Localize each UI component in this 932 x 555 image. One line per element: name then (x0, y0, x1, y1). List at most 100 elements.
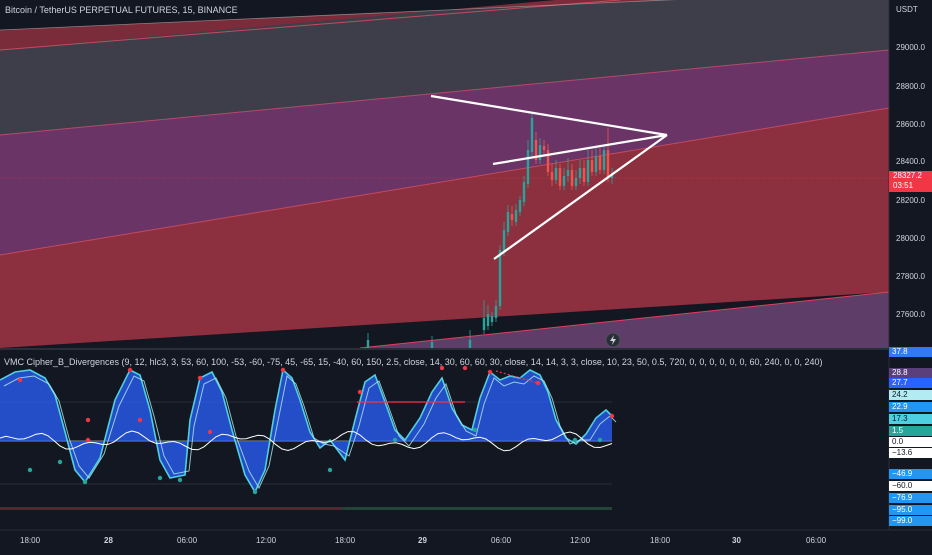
sell-dot (535, 380, 541, 386)
indicator-value-tag: −46.9 (889, 469, 932, 479)
candle-body (550, 172, 554, 180)
price-tick: 28800.0 (896, 82, 925, 91)
time-tick: 18:00 (335, 536, 356, 545)
indicator-value-tag: −60.0 (889, 481, 932, 491)
candle-body (526, 150, 530, 184)
indicator-value-tag: −13.6 (889, 448, 932, 458)
buy-dot (82, 479, 88, 485)
indicator-value-tag: −99.0 (889, 516, 932, 526)
price-tick: 29000.0 (896, 43, 925, 52)
channel-purple-band (0, 50, 889, 255)
candle-body (430, 342, 434, 348)
price-tick: 28200.0 (896, 196, 925, 205)
sell-dot (85, 437, 91, 443)
divergence-line (495, 370, 539, 384)
sell-dot (137, 417, 143, 423)
indicator-label[interactable]: VMC Cipher_B_Divergences (9, 12, hlc3, 3… (4, 357, 823, 367)
candle-body (554, 168, 558, 180)
time-axis[interactable] (0, 529, 932, 550)
currency-label: USDT (896, 5, 918, 14)
candle-body (598, 156, 602, 170)
sell-dot (17, 377, 23, 383)
channel-line (359, 291, 890, 349)
buy-dot (597, 437, 603, 443)
buy-dot (177, 477, 183, 483)
sell-dot (85, 417, 91, 423)
indicator-value-tag: 1.5 (889, 426, 932, 436)
current-price-tag: 28327.2 03:51 (889, 171, 932, 192)
wave-line-fast (0, 368, 613, 494)
candle-body (594, 156, 598, 172)
candle-body (558, 168, 562, 186)
candle-body (498, 250, 502, 306)
time-tick: 18:00 (650, 536, 671, 545)
indicator-value-tag: 22.9 (889, 402, 932, 412)
buy-dot (472, 427, 478, 433)
indicator-value-tag: −76.9 (889, 493, 932, 503)
candle-body (606, 150, 610, 178)
wave-trend-lines (0, 368, 617, 494)
bar-countdown: 03:51 (893, 181, 914, 190)
channel-line (0, 107, 890, 256)
signal-dots (17, 365, 615, 495)
sell-dot (197, 375, 203, 381)
time-tick: 29 (418, 536, 427, 545)
indicator-value-tag: 0.0 (889, 437, 932, 447)
money-flow-area (0, 370, 612, 492)
buy-dot (157, 475, 163, 481)
candle-body (468, 340, 472, 348)
sell-dot (462, 365, 468, 371)
candle-body (570, 170, 574, 186)
candle-body (542, 146, 546, 150)
time-tick: 18:00 (20, 536, 41, 545)
candle-body (486, 314, 490, 326)
price-tick: 27800.0 (896, 272, 925, 281)
candle-body (586, 160, 590, 182)
candle-body (582, 168, 586, 182)
candle-body (574, 178, 578, 186)
channel-gray-band (0, 0, 889, 135)
channel-line (0, 49, 890, 136)
candle-body (522, 182, 526, 202)
price-tick: 28000.0 (896, 234, 925, 243)
buy-dot (57, 459, 63, 465)
indicator-value-tag: 37.8 (889, 347, 932, 357)
sell-dot (207, 429, 213, 435)
sell-dot (280, 367, 286, 373)
lightning-icon[interactable] (605, 332, 621, 348)
candle-body (510, 214, 514, 220)
indicator-value-tag: 28.8 (889, 368, 932, 378)
candle-body (578, 168, 582, 178)
buy-dot (572, 437, 578, 443)
rsi-line (0, 430, 613, 452)
price-tick: 27600.0 (896, 310, 925, 319)
price-tick: 28400.0 (896, 157, 925, 166)
candle-body (506, 212, 510, 232)
candle-body (502, 230, 506, 252)
candle-body (530, 118, 534, 152)
sell-dot (487, 369, 493, 375)
candle-body (482, 318, 486, 330)
wave-line-slow (3, 375, 617, 490)
sell-dot (357, 389, 363, 395)
pennant-drawing[interactable] (430, 94, 668, 260)
symbol-title[interactable]: Bitcoin / TetherUS PERPETUAL FUTURES, 15… (5, 5, 238, 15)
time-tick: 06:00 (177, 536, 198, 545)
buy-dot (27, 467, 33, 473)
candle-body (610, 175, 614, 178)
buy-dot (392, 437, 398, 443)
price-pane[interactable] (0, 0, 890, 350)
candle-body (590, 160, 594, 172)
indicator-value-tag: 24.2 (889, 390, 932, 400)
current-price-value: 28327.2 (893, 171, 922, 180)
wave-area (0, 370, 612, 492)
candle-body (566, 170, 570, 176)
candle-body (366, 340, 370, 348)
indicator-pane[interactable] (0, 350, 889, 530)
sell-dot (127, 367, 133, 373)
candle-body (514, 210, 518, 222)
time-tick: 30 (732, 536, 741, 545)
candle-body (546, 150, 550, 172)
